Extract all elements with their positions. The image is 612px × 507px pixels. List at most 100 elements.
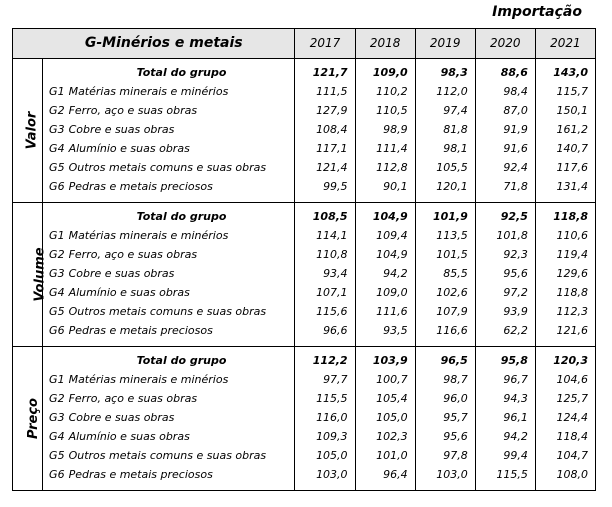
value-cell: 95,8: [474, 346, 536, 370]
value-cell: 115,6: [294, 302, 356, 321]
value-cell: 102,3: [354, 427, 416, 446]
row-code: G1: [49, 85, 65, 98]
group-title: G-Minérios e metais: [11, 28, 296, 59]
row-code: G4: [49, 142, 65, 155]
value-cell: 103,0: [294, 465, 356, 491]
value-cell: 90,1: [354, 177, 416, 203]
value-cell: 115,7: [534, 82, 597, 101]
value-cell: 104,6: [534, 370, 597, 389]
table-row: G3 Cobre e suas obras 116,0 105,0 95,7 96,1 12…: [13, 408, 597, 427]
value-cell: 116,6: [414, 321, 476, 347]
value-cell: 87,0: [474, 101, 536, 120]
value-cell: 93,4: [294, 264, 356, 283]
section-label: Preço: [26, 398, 41, 439]
value-cell: 93,9: [474, 302, 536, 321]
row-code: G6: [49, 324, 65, 337]
row-name: Pedras e metais preciosos: [68, 324, 213, 337]
value-cell: 109,0: [354, 283, 416, 302]
value-cell: 112,2: [294, 346, 356, 370]
value-cell: 92,3: [474, 245, 536, 264]
value-cell: 118,4: [534, 427, 597, 446]
value-cell: 110,5: [354, 101, 416, 120]
row-code: G4: [49, 286, 65, 299]
value-cell: 111,5: [294, 82, 356, 101]
header-row: G-Minérios e metais 2017 2018 2019 2020 …: [11, 28, 597, 59]
value-cell: 99,5: [294, 177, 356, 203]
total-row: Valor Total do grupo 121,7 109,0 98,3 88,6 143…: [11, 58, 597, 203]
value-cell: 113,5: [414, 226, 476, 245]
table-row: G5 Outros metais comuns e suas obras 121,4…: [13, 158, 597, 177]
value-cell: 114,1: [294, 226, 356, 245]
value-cell: 111,6: [354, 302, 416, 321]
table-row: G6 Pedras e metais preciosos 99,5 90,1 120,1…: [13, 177, 597, 203]
value-cell: 111,4: [354, 139, 416, 158]
value-cell: 98,3: [414, 58, 476, 82]
value-cell: 115,5: [294, 389, 356, 408]
value-cell: 124,4: [534, 408, 597, 427]
row-code: G3: [49, 123, 65, 136]
value-cell: 98,1: [414, 139, 476, 158]
section-label-cell: Valor: [11, 58, 44, 203]
row-name: Alumínio e suas obras: [68, 286, 190, 299]
value-cell: 110,6: [534, 226, 597, 245]
value-cell: 94,2: [474, 427, 536, 446]
section-label-cell: Volume: [11, 202, 48, 347]
value-cell: 104,7: [534, 446, 597, 465]
value-cell: 121,7: [294, 58, 356, 82]
table-row: G2 Ferro, aço e suas obras 115,5 105,4 96,0 9…: [13, 389, 597, 408]
row-code: G5: [49, 305, 65, 318]
row-code: G1: [49, 229, 65, 242]
value-cell: 96,1: [474, 408, 536, 427]
value-cell: 94,3: [474, 389, 536, 408]
value-cell: 121,4: [294, 158, 356, 177]
value-cell: 96,4: [354, 465, 416, 491]
value-cell: 110,8: [294, 245, 356, 264]
value-cell: 97,2: [474, 283, 536, 302]
value-cell: 95,6: [474, 264, 536, 283]
value-cell: 108,0: [534, 465, 597, 491]
value-cell: 112,8: [354, 158, 416, 177]
value-cell: 96,5: [414, 346, 476, 370]
value-cell: 105,4: [354, 389, 416, 408]
value-cell: 101,8: [474, 226, 536, 245]
value-cell: 101,9: [414, 202, 476, 226]
table-row: G5 Outros metais comuns e suas obras 115,6…: [13, 302, 597, 321]
value-cell: 96,7: [474, 370, 536, 389]
row-name: Ferro, aço e suas obras: [68, 392, 198, 405]
value-cell: 118,8: [534, 283, 597, 302]
value-cell: 103,0: [414, 465, 476, 491]
value-cell: 81,8: [414, 120, 476, 139]
table-row: G4 Alumínio e suas obras 107,1 109,0 102,6 97…: [13, 283, 597, 302]
value-cell: 119,4: [534, 245, 597, 264]
value-cell: 140,7: [534, 139, 597, 158]
row-name: Cobre e suas obras: [68, 267, 175, 280]
value-cell: 96,6: [294, 321, 356, 347]
row-name: Cobre e suas obras: [68, 123, 175, 136]
table-row: G6 Pedras e metais preciosos 103,0 96,4 103,…: [13, 465, 597, 491]
row-name: Matérias minerais e minérios: [68, 229, 229, 242]
table-row: G2 Ferro, aço e suas obras 110,8 104,9 101,5…: [13, 245, 597, 264]
value-cell: 92,5: [474, 202, 536, 226]
value-cell: 107,1: [294, 283, 356, 302]
row-name: Pedras e metais preciosos: [68, 180, 213, 193]
row-code: G2: [49, 248, 65, 261]
row-name: Cobre e suas obras: [68, 411, 175, 424]
value-cell: 121,6: [534, 321, 597, 347]
row-name: Outros metais comuns e suas obras: [68, 305, 267, 318]
value-cell: 118,8: [534, 202, 597, 226]
value-cell: 108,5: [294, 202, 356, 226]
row-code: G5: [49, 161, 65, 174]
row-name: Matérias minerais e minérios: [68, 85, 229, 98]
row-name: Outros metais comuns e suas obras: [68, 449, 267, 462]
table-body: Valor Total do grupo 121,7 109,0 98,3 88,6 143…: [11, 58, 597, 491]
row-name: Alumínio e suas obras: [68, 430, 190, 443]
year-header: 2018: [354, 28, 416, 59]
value-cell: 97,7: [294, 370, 356, 389]
section-label-cell: Preço: [11, 346, 44, 491]
row-code: [42, 202, 65, 226]
year-header: 2020: [474, 28, 536, 59]
row-name: Ferro, aço e suas obras: [68, 104, 198, 117]
row-code: [42, 346, 65, 370]
row-code: G5: [49, 449, 65, 462]
table-row: G1 Matérias minerais e minérios 97,7 100,7 9…: [13, 370, 597, 389]
